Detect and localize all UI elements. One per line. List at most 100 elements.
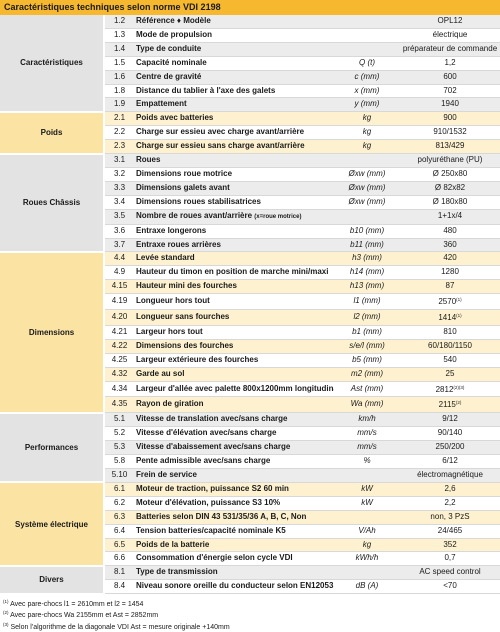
row-value-text: Ø 250x80 bbox=[432, 168, 468, 178]
row-value-text: 25 bbox=[445, 368, 455, 378]
row-value-text: 87 bbox=[445, 281, 455, 291]
row-value: Ø 82x82 bbox=[400, 181, 500, 196]
row-unit bbox=[334, 153, 400, 168]
row-value: 600 bbox=[400, 70, 500, 85]
table-row: 5.3 Vitesse d'abaissement avec/sans charg… bbox=[0, 440, 500, 456]
spec-table: Caractéristiques 1.2 Référence ♦ Modèle OPL… bbox=[0, 15, 500, 595]
table-row: Roues Châssis 3.1 Roues polyuréthane (PU) bbox=[0, 153, 500, 253]
row-label: Poids avec batteries bbox=[134, 111, 334, 127]
row-unit: % bbox=[334, 454, 400, 469]
table-row: 1.5 Capacité nominale Q (t) 1,2 bbox=[0, 56, 500, 71]
table-row: 1.3 Mode de propulsion électrique bbox=[0, 28, 500, 43]
row-label: Moteur de traction, puissance S2 60 min bbox=[134, 482, 334, 497]
row-label: Mode de propulsion bbox=[134, 28, 334, 43]
row-unit: m2 (mm) bbox=[334, 367, 400, 382]
row-unit: kg bbox=[334, 538, 400, 553]
table-row: 4.19 Longueur hors tout l1 (mm) 2570(1) bbox=[0, 293, 500, 311]
row-number: 6.3 bbox=[104, 510, 134, 525]
row-label: Largeur extérieure des fourches bbox=[134, 353, 334, 368]
row-number: 4.4 bbox=[104, 251, 134, 267]
table-row: 6.3 Batteries selon DIN 43 531/35/36 A, B… bbox=[0, 510, 500, 525]
row-number: 3.1 bbox=[104, 153, 134, 168]
row-value: électrique bbox=[400, 28, 500, 43]
row-label: Vitesse de translation avec/sans charge bbox=[134, 412, 334, 428]
row-number: 4.22 bbox=[104, 339, 134, 354]
row-label: Pente admissible avec/sans charge bbox=[134, 454, 334, 469]
row-label: Capacité nominale bbox=[134, 56, 334, 71]
row-value: 1+1x/4 bbox=[400, 209, 500, 225]
row-unit: h13 (mm) bbox=[334, 279, 400, 295]
row-value-text: non, 3 PzS bbox=[430, 511, 470, 521]
row-number: 1.6 bbox=[104, 70, 134, 85]
row-label: Tension batteries/capacité nominale K5 bbox=[134, 524, 334, 539]
row-value: Ø 250x80 bbox=[400, 167, 500, 182]
table-row: 2.2 Charge sur essieu avec charge avant/a… bbox=[0, 125, 500, 141]
table-row: 1.8 Distance du tablier à l'axe des galet… bbox=[0, 84, 500, 99]
row-label-text: Garde au sol bbox=[136, 368, 185, 378]
row-label-text: Longueur sans fourches bbox=[136, 312, 230, 322]
row-number: 6.2 bbox=[104, 496, 134, 511]
table-row: 6.6 Consommation d'énergie selon cycle VD… bbox=[0, 551, 500, 567]
table-row: 4.21 Largeur hors tout b1 (mm) 810 bbox=[0, 325, 500, 340]
row-value: préparateur de commande bbox=[400, 42, 500, 57]
row-value-text: Ø 82x82 bbox=[434, 182, 466, 192]
row-value-text: 910/1532 bbox=[433, 127, 467, 137]
row-number: 6.6 bbox=[104, 551, 134, 567]
row-value-text: 2812 bbox=[435, 384, 454, 394]
row-number: 1.5 bbox=[104, 56, 134, 71]
row-label: Entraxe roues arrières bbox=[134, 238, 334, 253]
footnote-ref: (1) bbox=[456, 297, 462, 303]
row-value: Ø 180x80 bbox=[400, 195, 500, 210]
table-row: 3.3 Dimensions galets avant Øxw (mm) Ø 82x8… bbox=[0, 181, 500, 196]
row-label: Nombre de roues avant/arrière (x=roue mo… bbox=[134, 209, 334, 225]
row-number: 4.9 bbox=[104, 265, 134, 281]
row-unit: l1 (mm) bbox=[334, 293, 400, 311]
row-number: 2.1 bbox=[104, 111, 134, 127]
row-number: 6.5 bbox=[104, 538, 134, 553]
row-value-text: Ø 180x80 bbox=[432, 196, 468, 206]
row-value: 540 bbox=[400, 353, 500, 368]
row-value-text: 2,2 bbox=[444, 497, 456, 507]
row-value-text: électrique bbox=[432, 29, 468, 39]
row-label: Dimensions roue motrice bbox=[134, 167, 334, 182]
group-label: Dimensions bbox=[0, 251, 105, 414]
row-unit: b10 (mm) bbox=[334, 224, 400, 239]
row-label: Garde au sol bbox=[134, 367, 334, 382]
row-unit bbox=[334, 565, 400, 581]
row-label-text: Longueur hors tout bbox=[136, 296, 210, 306]
table-row: 3.6 Entraxe longerons b10 (mm) 480 bbox=[0, 224, 500, 239]
row-value: 1280 bbox=[400, 265, 500, 281]
row-label: Levée standard bbox=[134, 251, 334, 267]
row-value-text: 24/465 bbox=[437, 525, 463, 535]
row-value-text: 2,6 bbox=[444, 483, 456, 493]
row-value-text: électromagnétique bbox=[417, 470, 483, 479]
table-row: 3.4 Dimensions roues stabilisatrices Øxw (… bbox=[0, 195, 500, 210]
table-row: 4.35 Rayon de giration Wa (mm) 2115(2) bbox=[0, 396, 500, 414]
footnote-2: (2) Avec pare-chocs Wa 2155mm et Ast = 2… bbox=[3, 610, 159, 620]
row-label-text: Largeur d'allée avec palette 800x1200mm … bbox=[136, 383, 334, 393]
row-unit: Ast (mm) bbox=[334, 381, 400, 398]
row-label-text: Poids de la batterie bbox=[136, 539, 210, 549]
row-unit: Q (t) bbox=[334, 56, 400, 71]
row-label-text: Batteries selon DIN 43 531/35/36 A, B, C… bbox=[136, 511, 307, 521]
row-label-text: Niveau sonore oreille du conducteur selo… bbox=[136, 581, 334, 591]
row-label-text: Vitesse d'abaissement avec/sans charge bbox=[136, 442, 291, 452]
row-label: Consommation d'énergie selon cycle VDI bbox=[134, 551, 334, 567]
row-unit: V/Ah bbox=[334, 524, 400, 539]
row-label-text: Poids avec batteries bbox=[136, 113, 214, 123]
row-label-text: Levée standard bbox=[136, 253, 195, 263]
row-label-text: Vitesse de translation avec/sans charge bbox=[136, 414, 288, 424]
footnotes: (1) Avec pare-chocs l1 = 2610mm et l2 = … bbox=[0, 595, 500, 632]
row-label: Hauteur mini des fourches bbox=[134, 279, 334, 295]
row-value: 2812(2)(3) bbox=[400, 381, 500, 398]
row-label-note: (x=roue motrice) bbox=[254, 213, 302, 220]
row-number: 5.10 bbox=[104, 468, 134, 483]
table-row: Divers 8.1 Type de transmission AC speed co… bbox=[0, 565, 500, 595]
row-value-text: <70 bbox=[443, 581, 457, 591]
row-label: Frein de service bbox=[134, 468, 334, 483]
row-value-text: 810 bbox=[443, 326, 457, 336]
table-row: 3.7 Entraxe roues arrières b11 (mm) 360 bbox=[0, 238, 500, 253]
row-label: Moteur d'élévation, puissance S3 10% bbox=[134, 496, 334, 511]
row-label-text: Consommation d'énergie selon cycle VDI bbox=[136, 553, 293, 563]
row-value-text: 2115 bbox=[438, 400, 456, 410]
